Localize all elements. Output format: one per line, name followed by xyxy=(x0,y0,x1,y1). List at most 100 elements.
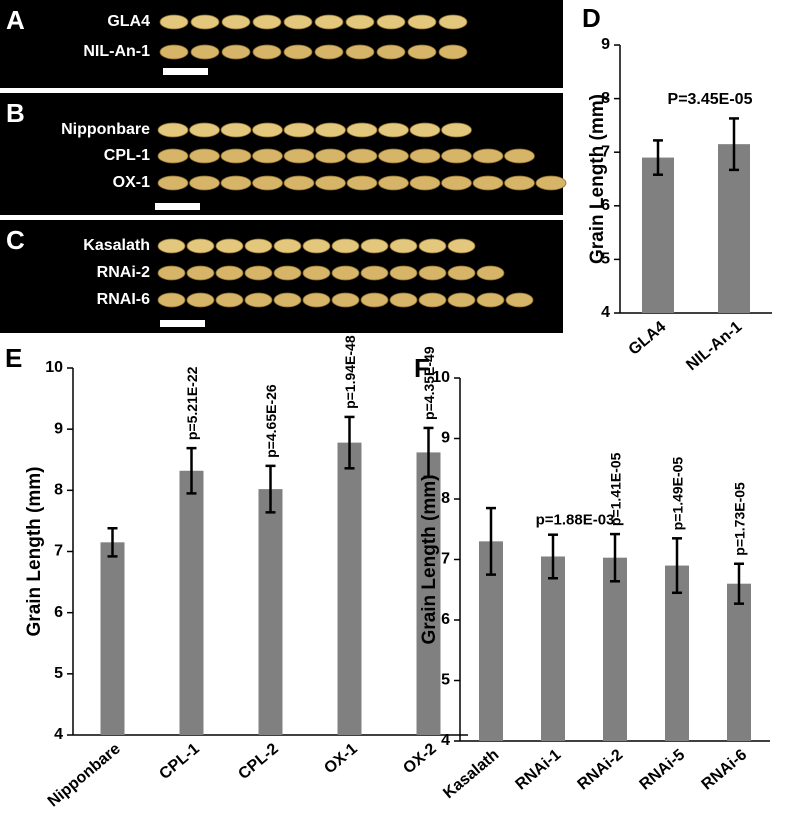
scale-bar xyxy=(160,320,205,327)
grain xyxy=(505,292,534,308)
grain xyxy=(157,265,186,281)
grain xyxy=(376,44,406,60)
grain xyxy=(244,265,273,281)
panel-letter: F xyxy=(414,353,430,383)
bar xyxy=(642,157,674,313)
sample-label: OX-1 xyxy=(113,174,150,191)
grain xyxy=(378,122,409,138)
error-bar xyxy=(265,464,276,514)
y-tick-label: 5 xyxy=(54,665,63,682)
grain xyxy=(504,175,535,191)
grain xyxy=(283,122,315,138)
grain xyxy=(273,238,302,254)
y-tick-label: 5 xyxy=(441,672,450,689)
grain xyxy=(157,148,189,164)
y-tick-label: 10 xyxy=(432,369,450,386)
grain xyxy=(409,122,441,138)
error-bar xyxy=(486,506,496,576)
grain xyxy=(159,14,189,30)
p-value: p=1.73E-05 xyxy=(732,482,748,556)
grain xyxy=(244,292,273,308)
y-axis-label: Grain Length (mm) xyxy=(587,94,608,264)
y-tick-label: 7 xyxy=(54,543,63,560)
grain xyxy=(441,175,472,191)
error-bar xyxy=(548,533,558,580)
grain xyxy=(186,265,215,281)
p-value: p=1.88E-03 xyxy=(536,512,615,529)
bar xyxy=(541,556,565,741)
bar xyxy=(416,452,441,735)
sample-label: NIL-An-1 xyxy=(83,43,150,60)
x-tick-label: CPL-1 xyxy=(156,740,202,783)
grain xyxy=(283,14,313,30)
grain xyxy=(283,148,315,164)
panel-letter: A xyxy=(6,5,25,35)
x-tick-label: OX-2 xyxy=(400,740,440,777)
x-tick-label: RNAi-2 xyxy=(574,746,626,793)
y-tick-label: 8 xyxy=(54,482,63,499)
grain xyxy=(252,122,283,138)
grain xyxy=(389,238,418,254)
grain xyxy=(252,175,283,191)
error-bar xyxy=(729,117,739,172)
grain xyxy=(331,292,360,308)
error-bar xyxy=(186,446,197,495)
grain xyxy=(189,122,220,138)
grain xyxy=(302,238,331,254)
panel-letter: B xyxy=(6,98,25,128)
error-bar xyxy=(423,426,434,479)
grain xyxy=(283,44,313,60)
grain xyxy=(186,292,215,308)
grain xyxy=(360,292,389,308)
y-tick-label: 6 xyxy=(601,197,610,214)
grain xyxy=(159,44,189,60)
sample-label: RNAi-2 xyxy=(97,264,150,281)
grain xyxy=(346,148,378,164)
grain xyxy=(331,238,360,254)
grain xyxy=(244,238,273,254)
grain xyxy=(418,265,447,281)
grain xyxy=(360,265,389,281)
x-tick-label: RNAi-5 xyxy=(636,746,688,793)
x-tick-label: OX-1 xyxy=(321,740,361,777)
grain xyxy=(389,265,418,281)
y-tick-label: 10 xyxy=(45,359,63,376)
bar xyxy=(258,489,283,735)
grain xyxy=(157,175,189,191)
grain xyxy=(220,175,252,191)
grain xyxy=(441,148,472,164)
grain xyxy=(407,14,437,30)
x-tick-label: Nipponbare xyxy=(45,740,124,810)
p-value: P=3.45E-05 xyxy=(668,91,753,108)
sample-label: GLA4 xyxy=(107,13,150,30)
y-tick-label: 7 xyxy=(441,551,450,568)
grain xyxy=(331,265,360,281)
y-tick-label: 9 xyxy=(601,36,610,53)
y-tick-label: 4 xyxy=(441,732,450,749)
grain xyxy=(252,148,283,164)
y-tick-label: 4 xyxy=(601,304,610,321)
grain xyxy=(345,44,375,60)
p-value: p=4.65E-26 xyxy=(263,384,279,458)
grain xyxy=(346,175,378,191)
grain xyxy=(189,148,220,164)
y-tick-label: 6 xyxy=(441,611,450,628)
grain xyxy=(190,44,220,60)
grain xyxy=(407,44,437,60)
grain xyxy=(441,122,472,138)
bar xyxy=(603,557,627,741)
error-bar xyxy=(653,139,663,176)
grain xyxy=(346,122,378,138)
x-tick-label: NIL-An-1 xyxy=(683,318,745,374)
scale-bar xyxy=(163,68,208,75)
grain xyxy=(273,292,302,308)
grain xyxy=(215,292,244,308)
p-value: p=4.35E-49 xyxy=(421,346,437,420)
grain xyxy=(157,292,186,308)
grain xyxy=(186,238,215,254)
grain xyxy=(252,44,282,60)
panel-letter: C xyxy=(6,225,25,255)
panel-letter: D xyxy=(582,3,601,33)
